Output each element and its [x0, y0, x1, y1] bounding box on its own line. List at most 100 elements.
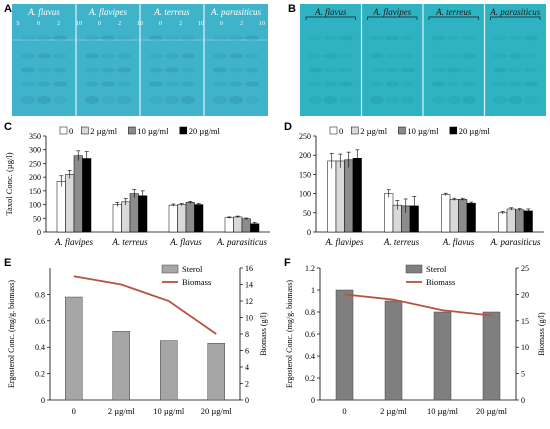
- tlc-band: [229, 53, 243, 59]
- tlc-band: [385, 96, 400, 104]
- tlc-band: [149, 81, 163, 87]
- tlc-band: [523, 96, 538, 104]
- tlc-species-label: A. parasiticus: [489, 7, 540, 17]
- y2-tick-label: 10: [245, 314, 253, 323]
- y2-tick-label: 8: [245, 330, 249, 339]
- tlc-band: [339, 67, 354, 73]
- bar: [498, 212, 508, 233]
- tlc-band: [165, 81, 179, 87]
- tlc-band: [462, 96, 477, 104]
- bar: [241, 218, 251, 233]
- tlc-lane-label: 2: [118, 21, 121, 27]
- x-tick-label: 0: [72, 406, 76, 416]
- tlc-band: [117, 81, 131, 87]
- tlc-band: [165, 53, 179, 59]
- tlc-band: [37, 35, 51, 41]
- x-tick-label: 2 µg/ml: [108, 406, 135, 416]
- tlc-band: [339, 81, 354, 87]
- y2-tick-label: 0: [521, 396, 525, 405]
- bar: [466, 202, 476, 233]
- bar: [112, 204, 122, 233]
- x-tick-label: A. terreus: [383, 237, 420, 247]
- y2-tick-label: 6: [245, 347, 249, 356]
- y-tick-label: 0.8: [305, 308, 315, 317]
- bar: [458, 199, 468, 233]
- tlc-band: [165, 96, 179, 104]
- tlc-band: [508, 81, 523, 87]
- panel-letter-f: F: [284, 257, 291, 269]
- y2-tick-label: 16: [245, 264, 253, 273]
- tlc-species-label: A. parasiticus: [210, 7, 261, 17]
- y-tick-label: 150: [29, 187, 41, 196]
- legend-label: 2 µg/ml: [360, 126, 387, 136]
- tlc-lane-label: 2: [179, 21, 182, 27]
- tlc-band: [523, 67, 538, 73]
- panel-letter-a: A: [4, 3, 12, 15]
- bar: [112, 331, 130, 401]
- legend-swatch: [81, 126, 89, 135]
- tlc-band: [446, 53, 461, 59]
- x-tick-label: 2 µg/ml: [380, 406, 407, 416]
- bar: [168, 204, 178, 233]
- legend-label: 0: [339, 126, 343, 136]
- tlc-band: [431, 35, 446, 41]
- tlc-band: [385, 67, 400, 73]
- legend-swatch: [179, 126, 188, 135]
- bar: [224, 217, 234, 233]
- panel-letter-c: C: [4, 121, 12, 133]
- legend-label: 10 µg/ml: [137, 126, 169, 136]
- tlc-band: [369, 96, 384, 104]
- y-tick-label: 300: [29, 146, 41, 155]
- tlc-band: [431, 81, 446, 87]
- x-tick-label: A. parasiticus: [489, 237, 540, 247]
- y-tick-label: 50: [303, 209, 311, 218]
- legend-label-sterol: Sterol: [426, 264, 447, 274]
- y2-tick-label: 12: [245, 297, 253, 306]
- bar: [82, 158, 92, 233]
- tlc-plate-b: A. flavus A. flavipes A. terreus A. parasit…: [300, 4, 546, 116]
- legend-swatch-sterol: [405, 264, 423, 274]
- tlc-band: [245, 67, 259, 73]
- y-axis-label: Taxol Conc. (µg/l): [4, 152, 14, 215]
- tlc-species-label: A. flavipes: [372, 7, 411, 17]
- bar: [384, 193, 394, 233]
- legend-label: 2 µg/ml: [90, 126, 117, 136]
- panel-letter-d: D: [284, 121, 292, 133]
- y-tick-label: 0: [311, 396, 315, 405]
- tlc-band: [85, 67, 99, 73]
- tlc-band: [492, 81, 507, 87]
- tlc-band: [117, 67, 131, 73]
- tlc-band: [149, 96, 163, 104]
- bar: [177, 204, 187, 233]
- tlc-band: [101, 35, 115, 41]
- bar: [335, 289, 354, 401]
- y-tick-label: 150: [299, 170, 311, 179]
- chart-d: 0 50 100 150 200 250 A. flavipes A. terreus A. f…: [299, 126, 544, 247]
- legend-label-biomass: Biomass: [426, 277, 455, 287]
- tlc-species-label: A. terreus: [153, 7, 190, 17]
- tlc-species-label: A. terreus: [435, 7, 472, 17]
- tlc-lane-label: 10: [198, 21, 204, 27]
- bar: [138, 195, 148, 233]
- tlc-band: [149, 53, 163, 59]
- tlc-band: [85, 96, 99, 104]
- tlc-band: [492, 53, 507, 59]
- tlc-lane-label: 10: [259, 21, 265, 27]
- tlc-band: [308, 67, 323, 73]
- tlc-band: [446, 81, 461, 87]
- tlc-band: [446, 96, 461, 104]
- tlc-band: [53, 67, 67, 73]
- tlc-band: [339, 35, 354, 41]
- tlc-lane-label: 10: [137, 21, 143, 27]
- chart-e: 0 0.2 0.4 0.6 0.8 0 2 4 6 8 10 12 14 16 Ergosterol Con…: [7, 264, 268, 416]
- tlc-band: [213, 96, 227, 104]
- tlc-band: [369, 67, 384, 73]
- bar: [344, 159, 354, 233]
- tlc-band: [21, 96, 35, 104]
- tlc-lane-label: 2: [240, 21, 243, 27]
- x-tick-label: 10 µg/ml: [153, 406, 185, 416]
- legend-label-sterol: Sterol: [182, 264, 203, 274]
- tlc-band: [508, 67, 523, 73]
- tlc-band: [462, 35, 477, 41]
- tlc-bracket: [490, 16, 541, 20]
